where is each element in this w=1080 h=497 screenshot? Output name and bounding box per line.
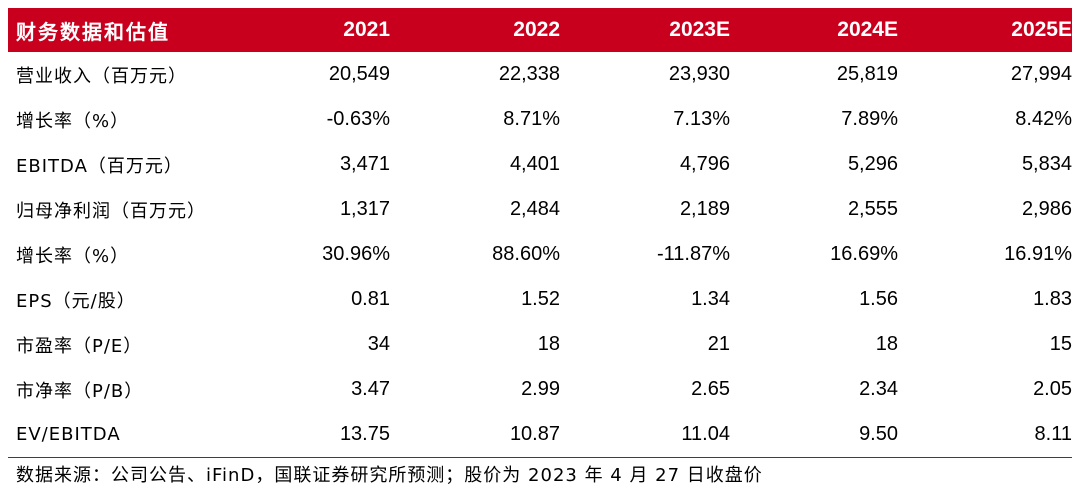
table-cell: 5,296 <box>847 153 898 175</box>
table-cell: 23,930 <box>668 63 730 85</box>
table-cell: 2.34 <box>859 378 898 400</box>
table-cell: 27,994 <box>1010 63 1072 85</box>
header-cell-2021: 2021 <box>343 18 390 41</box>
table-cell: 0.81 <box>351 288 390 310</box>
row-label: 增长率（%） <box>16 110 130 132</box>
table-row: 营业收入（百万元） 20,549 22,338 23,930 25,819 27,994 <box>8 52 1072 97</box>
table-cell: 34 <box>367 333 390 355</box>
table-cell: 7.13% <box>673 108 730 130</box>
table-cell: 2,484 <box>509 198 560 220</box>
table-cell: 1.83 <box>1033 288 1072 310</box>
table-row: 增长率（%） 30.96% 88.60% -11.87% 16.69% 16.91% <box>8 232 1072 277</box>
table-cell: 3,471 <box>339 153 390 175</box>
table-cell: 22,338 <box>498 63 560 85</box>
table-cell: -11.87% <box>656 243 730 265</box>
table-row: 增长率（%） -0.63% 8.71% 7.13% 7.89% 8.42% <box>8 97 1072 142</box>
table-cell: 2,986 <box>1021 198 1072 220</box>
row-label: 增长率（%） <box>16 245 130 267</box>
table-row: EBITDA（百万元） 3,471 4,401 4,796 5,296 5,834 <box>8 142 1072 187</box>
table-cell: 18 <box>875 333 898 355</box>
table-cell: 1.34 <box>691 288 730 310</box>
row-label: EV/EBITDA <box>8 412 218 458</box>
table-cell: 1,317 <box>339 198 390 220</box>
table-row: 市盈率（P/E） 34 18 21 18 15 <box>8 322 1072 367</box>
table-cell: 21 <box>707 333 730 355</box>
table-cell: 16.69% <box>830 243 898 265</box>
table-cell: 15 <box>1049 333 1072 355</box>
table-cell: 2,189 <box>679 198 730 220</box>
table-row: EPS（元/股） 0.81 1.52 1.34 1.56 1.83 <box>8 277 1072 322</box>
header-cell-2022: 2022 <box>513 18 560 41</box>
row-label: 市盈率（P/E） <box>16 335 143 357</box>
table-cell: 25,819 <box>836 63 898 85</box>
table-cell: 10.87 <box>390 412 560 458</box>
table-cell: 7.89% <box>841 108 898 130</box>
table-cell: 88.60% <box>492 243 560 265</box>
table-cell: 9.50 <box>730 412 898 458</box>
table-cell: 18 <box>537 333 560 355</box>
header-cell-2025e: 2025E <box>1011 18 1072 41</box>
table-cell: 8.71% <box>503 108 560 130</box>
table-row: 市净率（P/B） 3.47 2.99 2.65 2.34 2.05 <box>8 367 1072 412</box>
table-cell: 20,549 <box>328 63 390 85</box>
table-cell: 16.91% <box>1004 243 1072 265</box>
row-label: EBITDA（百万元） <box>16 155 183 177</box>
header-cell-label: 财务数据和估值 <box>16 19 170 44</box>
row-label: 市净率（P/B） <box>16 380 144 402</box>
table-cell: 30.96% <box>322 243 390 265</box>
table-cell: 2.05 <box>1033 378 1072 400</box>
table-cell: 4,796 <box>679 153 730 175</box>
table-row: EV/EBITDA 13.75 10.87 11.04 9.50 8.11 <box>8 412 1072 458</box>
table-cell: -0.63% <box>326 108 390 130</box>
table-header-row: 财务数据和估值 2021 2022 2023E 2024E 2025E <box>8 8 1072 52</box>
row-label: 归母净利润（百万元） <box>16 200 206 222</box>
table-cell: 2,555 <box>847 198 898 220</box>
table-cell: 1.52 <box>521 288 560 310</box>
table-cell: 13.75 <box>218 412 390 458</box>
financial-data-table: 财务数据和估值 2021 2022 2023E 2024E 2025E 营业收入… <box>8 8 1072 458</box>
table-row: 归母净利润（百万元） 1,317 2,484 2,189 2,555 2,986 <box>8 187 1072 232</box>
table-cell: 8.11 <box>898 412 1072 458</box>
table-cell: 2.99 <box>521 378 560 400</box>
table-cell: 8.42% <box>1015 108 1072 130</box>
table-cell: 4,401 <box>509 153 560 175</box>
table-cell: 2.65 <box>691 378 730 400</box>
header-cell-2024e: 2024E <box>837 18 898 41</box>
row-label: 营业收入（百万元） <box>16 65 187 87</box>
table-cell: 11.04 <box>560 412 730 458</box>
table-cell: 3.47 <box>351 378 390 400</box>
source-note: 数据来源：公司公告、iFinD，国联证券研究所预测；股价为 2023 年 4 月… <box>16 465 763 486</box>
table-cell: 1.56 <box>859 288 898 310</box>
row-label: EPS（元/股） <box>16 290 136 312</box>
header-cell-2023e: 2023E <box>669 18 730 41</box>
table-cell: 5,834 <box>1021 153 1072 175</box>
